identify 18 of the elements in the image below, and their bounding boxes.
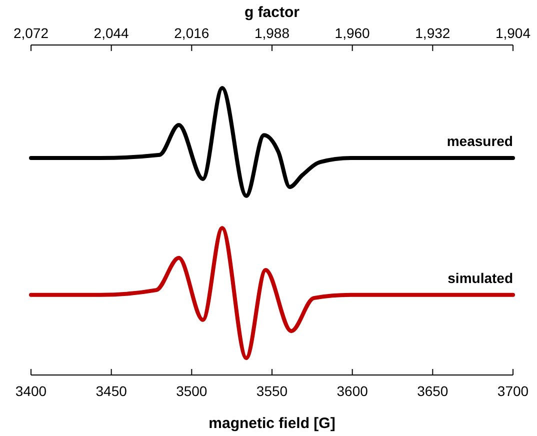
x-tick-label: 3450 — [96, 383, 128, 399]
x2-tick-label: 2,016 — [174, 25, 210, 41]
x-tick-label: 3500 — [176, 383, 208, 399]
x-tick-label: 3550 — [256, 383, 288, 399]
x2-tick-label: 1,988 — [254, 25, 290, 41]
series-label: measured — [446, 133, 513, 150]
x-tick-label: 3650 — [417, 383, 448, 399]
x2-tick-label: 1,960 — [334, 25, 370, 41]
x2-tick-label: 1,904 — [495, 25, 531, 41]
series-label: simulated — [448, 270, 513, 286]
x-axis-title: magnetic field [G] — [208, 415, 336, 432]
x-tick-label: 3600 — [336, 383, 368, 399]
x2-tick-label: 2,044 — [94, 25, 130, 41]
x-tick-label: 3700 — [497, 383, 529, 399]
x2-axis-title: g factor — [244, 4, 300, 21]
x2-tick-label: 2,072 — [13, 25, 49, 41]
x-tick-label: 3400 — [15, 383, 47, 399]
x2-tick-label: 1,932 — [415, 25, 450, 41]
